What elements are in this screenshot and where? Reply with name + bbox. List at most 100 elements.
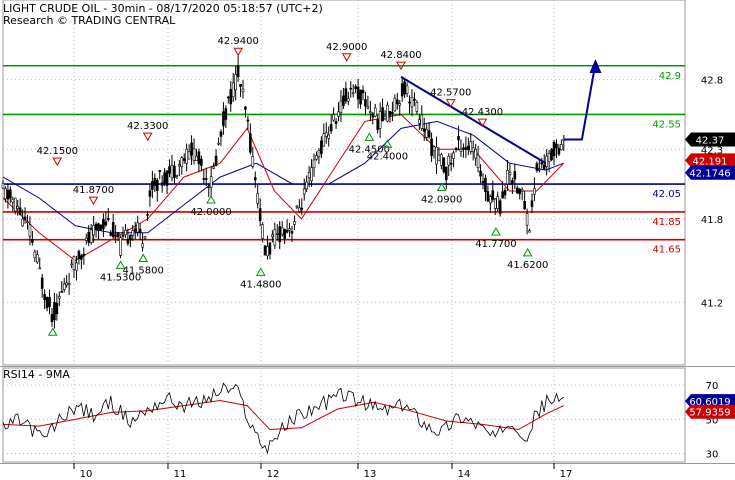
candle-body [513,171,517,180]
swing-high-marker [396,61,406,71]
candle-body [422,128,426,132]
candle-body [511,180,514,185]
x-tick-label: 14 [458,469,471,480]
candle-body [515,187,519,194]
candle-body [18,207,22,216]
swing-high-marker [52,157,63,167]
swing-low-marker [138,253,149,262]
candle-body [332,114,335,121]
candle-body [415,102,419,112]
candle-body [479,170,482,177]
candle-body [530,200,534,207]
candle-body [484,178,487,192]
level-label: 41.65 [652,245,681,256]
swing-high-marker [341,53,352,62]
candle-body [182,158,186,161]
candle-body [229,89,233,105]
level-label: 41.85 [652,217,681,228]
candle-body [376,119,379,130]
candle-body [266,246,269,257]
candle-body [356,86,360,100]
x-tick-label: 13 [364,469,377,480]
candle-body [307,172,311,179]
candle-body [187,151,191,160]
candle-body [197,151,201,165]
swing-low-marker [206,195,216,204]
candle-body [209,176,213,188]
swing-low-marker [382,139,393,148]
candle-body [452,152,455,159]
candle-body [158,170,162,172]
candle-body [471,147,475,153]
candle-body [72,256,76,270]
candle-body [273,229,277,246]
candle-body [224,108,228,120]
candle-body [459,149,463,152]
candle-body [283,229,286,239]
candle-body [40,277,44,289]
candle-body [437,154,441,162]
swing-high-marker [477,118,488,128]
swing-low-marker [255,267,266,276]
swing-low-marker [436,182,447,191]
candle-body [222,111,225,127]
candle-body [200,158,203,166]
candle-body [146,213,149,216]
candle-body [160,182,164,186]
candle-body [143,236,147,239]
candle-body [457,135,460,141]
candle-body [462,147,465,150]
candle-body [43,294,46,301]
rsi-title: RSI14 - 9MA [3,368,70,381]
candle-body [293,221,296,225]
y-tick-label: 41.2 [701,298,723,309]
candle-body [53,302,56,321]
rsi-marker-bg [685,404,735,419]
swing-high-marker [445,99,456,108]
candle-body [4,188,7,200]
y-tick-label: 42.3 [701,145,723,156]
candle-body [489,196,492,204]
candle-body [418,119,421,124]
grid [3,0,685,462]
candle-body [555,143,558,149]
candle-body [344,88,348,102]
candle-body [214,155,218,166]
candle-body [92,225,95,236]
candle-body [518,188,522,195]
candle-body [454,148,458,151]
candle-body [371,113,375,118]
candle-body [498,200,502,214]
candle-body [310,167,313,182]
candle-body [383,115,387,120]
candle-body [501,191,504,199]
candle-body [256,193,259,204]
candle-body [278,226,282,243]
swing-low-marker [522,247,533,257]
candle-body [28,224,32,237]
candle-body [21,218,24,227]
candle-body [263,245,267,256]
swing-low-label: 42.4500 [349,144,390,155]
price-marker-label: 42.1746 [689,169,730,180]
candle-body [503,190,507,196]
price-marker-bg [685,153,735,168]
candle-body [48,296,51,307]
swing-low-label: 41.4800 [240,279,281,290]
candle-body [315,155,318,160]
candle-body [31,239,34,243]
candle-body [109,232,113,236]
candle-body [535,163,539,171]
candle-body [442,157,446,173]
price-marker-bg [685,132,735,147]
candle-body [111,222,115,238]
swing-high-marker [142,132,153,142]
candle-body [87,231,91,243]
candle-body [249,133,252,153]
candle-body [77,250,81,260]
candle-body [180,157,184,167]
candle-body [236,65,240,77]
candle-body [11,199,15,203]
candle-body [133,228,137,232]
candle-body [351,92,355,95]
